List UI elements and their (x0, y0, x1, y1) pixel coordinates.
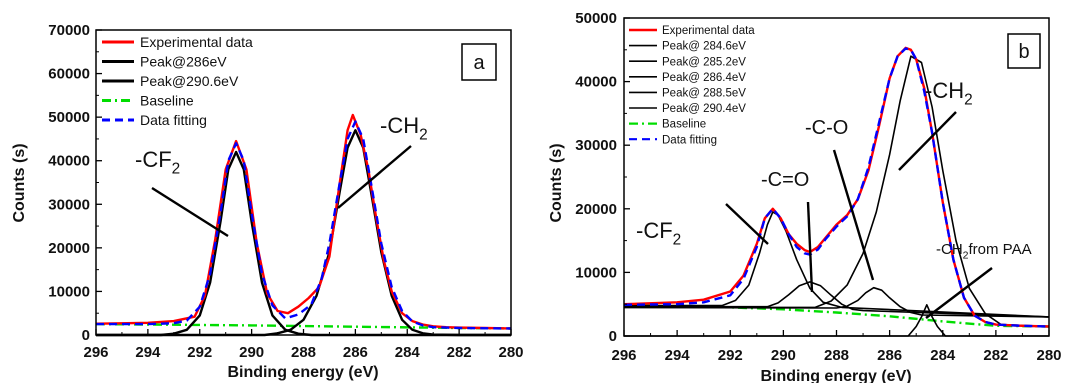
chart-a-xtick-label: 288 (291, 344, 316, 361)
chart-b-xtick-label: 284 (930, 347, 956, 364)
chart-a-series-peak-286ev (96, 128, 511, 337)
chart-b-legend-label: Peak@ 285.2eV (662, 56, 746, 68)
chart-b-legend-label: Peak@ 288.5eV (662, 88, 746, 100)
chart-b-legend-label: Data fitting (662, 134, 717, 146)
chart-a-ytick-label: 40000 (48, 153, 90, 170)
chart-b-xtick-label: 294 (665, 347, 691, 364)
chart-a-legend-label: Experimental data (140, 34, 253, 50)
chart-b-xtick-label: 282 (983, 347, 1008, 364)
chart-a-annotation-pointer (337, 145, 412, 209)
chart-b-ytick-label: 30000 (575, 137, 617, 154)
chart-b-annotation: -CF2 (636, 218, 681, 249)
chart-b-annotation-pointer (806, 201, 814, 293)
chart-b-xlabel: Binding energy (eV) (760, 368, 911, 383)
chart-a-ytick-label: 60000 (48, 66, 90, 83)
chart-a-annotation: -CH2 (380, 113, 428, 144)
chart-a-series-peak-290-6ev (96, 150, 511, 337)
chart-b-xtick-label: 296 (611, 347, 636, 364)
chart-b-xtick-label: 288 (824, 347, 849, 364)
chart-b-annotation: -CH2 (925, 78, 973, 109)
chart-a-xtick-label: 280 (498, 344, 523, 361)
chart-a-xtick-label: 296 (83, 344, 108, 361)
chart-b-series-peak-288-5ev (624, 281, 1050, 318)
chart-a-xtick-label: 282 (447, 344, 472, 361)
chart-a: 296 294 292 290 288 286 284 282 280 0 10000 20000 30… (11, 22, 524, 381)
chart-a-ytick-label: 0 (82, 327, 90, 344)
chart-b-xtick-label: 286 (877, 347, 902, 364)
chart-a-annotation: -CF2 (135, 147, 180, 178)
chart-a-ytick-label: 10000 (48, 283, 90, 300)
chart-a-xtick-label: 286 (343, 344, 368, 361)
chart-b-annotation: -C-O (805, 117, 848, 139)
chart-b-xtick-label: 290 (771, 347, 796, 364)
chart-a-panel-label: a (473, 52, 485, 74)
chart-a-xtick-label: 290 (239, 344, 264, 361)
chart-b-legend-label: Experimental data (662, 25, 755, 37)
chart-b-xtick-label: 292 (718, 347, 743, 364)
chart-a-ytick-label: 50000 (48, 109, 90, 126)
chart-b-ytick-label: 0 (609, 328, 617, 345)
chart-b-series-data-fitting (623, 47, 1050, 328)
chart-a-annotation-pointer (151, 186, 229, 238)
chart-b-panel-label-box: b (1007, 33, 1041, 69)
chart-a-series-data-fitting (96, 120, 512, 330)
chart-a-xtick-label: 292 (187, 344, 212, 361)
chart-a-xlabel: Binding energy (eV) (227, 364, 378, 381)
chart-b-ylabel: Counts (s) (548, 143, 565, 222)
chart-b-ytick-label: 20000 (575, 201, 617, 218)
chart-b-xtick-label: 280 (1036, 347, 1061, 364)
chart-b-legend-label: Peak@ 286.4eV (662, 72, 746, 84)
chart-b-legend: Experimental data Peak@ 284.6eV Peak@ 285.… (629, 25, 755, 146)
chart-a-legend-label: Peak@290.6eV (140, 73, 239, 89)
chart-a-ytick-label: 20000 (48, 240, 90, 257)
chart-a-legend: Experimental data Peak@286eV Peak@290.6eV B… (102, 34, 253, 128)
chart-b-panel-label: b (1018, 41, 1029, 63)
chart-b-annotation-pointer (725, 203, 769, 245)
chart-b: 296 294 292 290 288 286 284 282 280 0 10000 20000 30… (548, 10, 1062, 383)
chart-b-legend-label: Baseline (662, 119, 706, 131)
chart-b-annotation-pointer (925, 267, 993, 319)
chart-b-annotation: -CH2from PAA (936, 241, 1032, 262)
chart-b-series-peak-285-2ev (624, 55, 1050, 328)
chart-a-xtick-label: 284 (395, 344, 421, 361)
chart-b-ytick-label: 40000 (575, 74, 617, 91)
chart-a-ytick-label: 30000 (48, 196, 90, 213)
chart-a-xtick-label: 294 (135, 344, 161, 361)
chart-a-legend-label: Data fitting (140, 112, 207, 128)
chart-b-legend-label: Peak@ 290.4eV (662, 103, 746, 115)
chart-b-annotation-pointer (898, 111, 957, 171)
chart-a-ylabel: Counts (s) (11, 143, 28, 222)
chart-a-panel-label-box: a (461, 43, 497, 81)
chart-b-annotation-pointer (832, 149, 875, 281)
chart-a-legend-label: Peak@286eV (140, 54, 227, 70)
chart-a-ytick-label: 70000 (48, 22, 90, 39)
chart-a-legend-label: Baseline (140, 93, 194, 109)
chart-b-ytick-label: 50000 (575, 10, 617, 27)
chart-b-ytick-label: 10000 (575, 264, 617, 281)
chart-b-annotation: -C=O (761, 169, 809, 191)
chart-b-legend-label: Peak@ 284.6eV (662, 41, 746, 53)
